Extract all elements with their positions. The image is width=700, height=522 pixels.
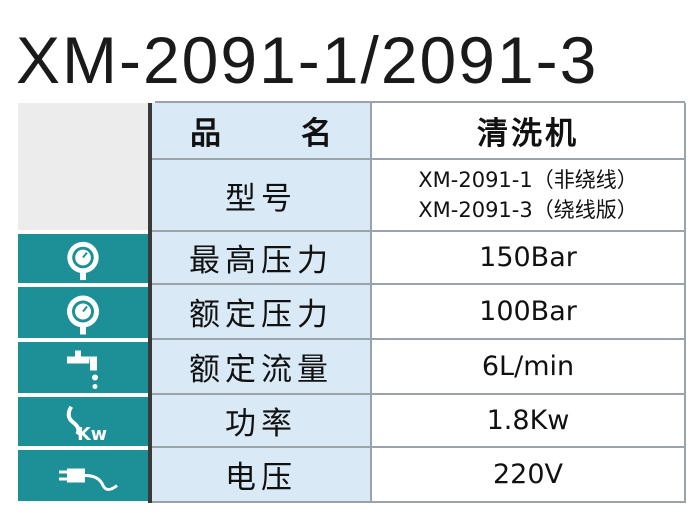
value-cell: 150Bar xyxy=(370,232,684,285)
header-label-cell: 品名 xyxy=(152,103,370,160)
icon xyxy=(67,241,99,281)
label-cell: 功率 xyxy=(152,395,370,448)
row-value: 220V xyxy=(492,459,563,490)
row-label: 最高压力 xyxy=(189,243,333,279)
label-cell: 最高压力 xyxy=(152,232,370,285)
row-value: 150Bar xyxy=(479,242,577,273)
icon-cell: Kw xyxy=(18,397,148,446)
column-divider xyxy=(148,103,152,503)
icon-cell xyxy=(18,342,148,393)
row-label: 型号 xyxy=(225,180,297,217)
label-cell: 电压 xyxy=(152,448,370,503)
svg-text:Kw: Kw xyxy=(77,425,107,445)
table-top-border xyxy=(155,101,685,103)
icon xyxy=(67,350,98,389)
header-value: 清洗机 xyxy=(477,116,579,152)
icon xyxy=(59,468,118,491)
row-label: 额定流量 xyxy=(189,352,333,388)
row-label: 功率 xyxy=(225,406,297,442)
icon-blank xyxy=(18,103,148,230)
row-label: 额定压力 xyxy=(189,297,333,333)
icon: Kw xyxy=(66,405,107,445)
value-line: XM-2091-1（非绕线） xyxy=(418,168,638,192)
label-cell: 额定流量 xyxy=(152,340,370,395)
icon-cell xyxy=(18,287,148,338)
title: XM-2091-1/2091-3 xyxy=(16,23,599,97)
value-cell: 6L/min xyxy=(370,340,684,395)
label-cell: 额定压力 xyxy=(152,285,370,340)
header-label: 品名 xyxy=(190,116,412,152)
row-value: 6L/min xyxy=(481,351,575,382)
icon-cell xyxy=(18,234,148,283)
table-right-border xyxy=(684,103,686,503)
value-cell: XM-2091-1（非绕线） XM-2091-3（绕线版） xyxy=(370,160,684,232)
header-value-cell: 清洗机 xyxy=(370,103,684,160)
icon-cell xyxy=(18,450,148,501)
label-cell: 型号 xyxy=(152,160,370,232)
value-cell: 220V xyxy=(370,448,684,503)
row-value: 1.8Kw xyxy=(486,405,570,436)
row-value: 100Bar xyxy=(479,296,577,327)
value-line: XM-2091-3（绕线版） xyxy=(418,198,638,222)
icon xyxy=(67,295,99,335)
row-label: 电压 xyxy=(225,460,297,496)
value-cell: 100Bar xyxy=(370,285,684,340)
value-cell: 1.8Kw xyxy=(370,395,684,448)
